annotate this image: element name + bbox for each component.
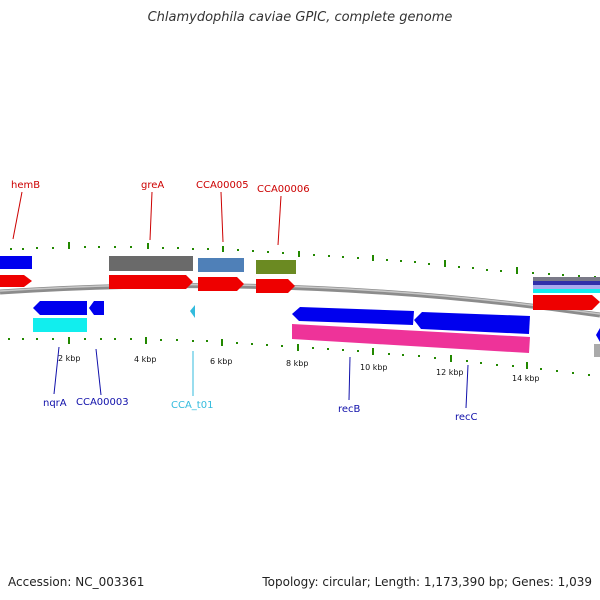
cds-arrow-nqrA (33, 301, 87, 315)
cds-arrow-right-edge (596, 328, 600, 342)
gene-feature-hemB-gene (0, 256, 32, 269)
label-leaders (12, 191, 469, 409)
gene-feature-CCA00005-gene (198, 258, 244, 272)
cds-arrow-greA (109, 275, 193, 289)
cds-arrow-recB (292, 307, 414, 325)
gene-label-recB: recB (338, 404, 361, 415)
genome-summary-text: Topology: circular; Length: 1,173,390 bp… (262, 575, 592, 589)
gene-feature-right-multi-2 (533, 281, 600, 285)
scale-label-12kbp: 12 kbp (436, 368, 464, 377)
gene-feature-right-multi-3 (533, 285, 600, 289)
map-title: Chlamydophila caviae GPIC, complete geno… (147, 10, 453, 25)
leader-hemB (12, 191, 23, 240)
genome-backbone-highlight (0, 283, 600, 315)
cds-arrow-CCA00005 (198, 277, 244, 291)
gene-feature-nqrA-gene (33, 318, 87, 332)
scale-label-6kbp: 6 kbp (210, 357, 232, 366)
scale-label-14kbp: 14 kbp (512, 374, 540, 383)
cds-arrow-recC (414, 312, 530, 334)
cds-arrow-right (533, 295, 600, 310)
gene-feature-CCA00006-gene (256, 260, 296, 274)
genome-backbone (0, 283, 600, 318)
gene-labels-bottom: nqrA CCA00003 CCA_t01 recB recC (43, 397, 478, 423)
gene-label-nqrA: nqrA (43, 398, 67, 409)
gene-label-CCA00003: CCA00003 (76, 397, 129, 408)
gene-label-hemB: hemB (11, 180, 40, 191)
gene-label-greA: greA (141, 180, 164, 191)
gene-feature-right-multi-4 (533, 289, 600, 293)
scale-label-8kbp: 8 kbp (286, 359, 308, 368)
gene-feature-recB-recC-gene (292, 324, 530, 353)
leader-recC (465, 364, 469, 409)
scale-label-4kbp: 4 kbp (134, 355, 156, 364)
leader-greA (149, 191, 153, 241)
scale-label-10kbp: 10 kbp (360, 363, 388, 372)
leader-CCA00006 (277, 195, 282, 246)
reverse-cds-row (33, 301, 600, 342)
gene-labels-top: hemB greA CCA00005 CCA00006 (11, 180, 310, 195)
scale-label-2kbp: 2 kbp (58, 354, 80, 363)
cds-arrow-hemB (0, 275, 32, 287)
leader-recB (348, 356, 351, 401)
gene-feature-right-gray (594, 344, 600, 357)
gene-label-CCA_t01: CCA_t01 (171, 400, 213, 411)
reverse-gene-row (33, 305, 600, 357)
gene-label-CCA00005: CCA00005 (196, 180, 249, 191)
gene-label-CCA00006: CCA00006 (257, 184, 310, 195)
leader-CCA00003 (95, 348, 102, 396)
gene-label-recC: recC (455, 412, 478, 423)
cds-arrow-CCA00006 (256, 279, 295, 293)
forward-gene-row (0, 256, 600, 293)
gene-feature-greA-gene (109, 256, 193, 271)
scale-labels: 2 kbp 4 kbp 6 kbp 8 kbp 10 kbp 12 kbp 14… (58, 354, 540, 383)
accession-text: Accession: NC_003361 (8, 575, 145, 589)
cds-arrow-CCA00003 (89, 301, 104, 315)
trna-feature-CCA_t01 (190, 305, 195, 318)
gene-feature-right-multi-1 (533, 277, 600, 281)
outer-scale-ticks (10, 242, 596, 278)
forward-cds-row (0, 275, 600, 310)
leader-CCA00005 (220, 191, 224, 243)
leader-nqrA (53, 346, 60, 395)
inner-scale-ticks (8, 337, 590, 376)
